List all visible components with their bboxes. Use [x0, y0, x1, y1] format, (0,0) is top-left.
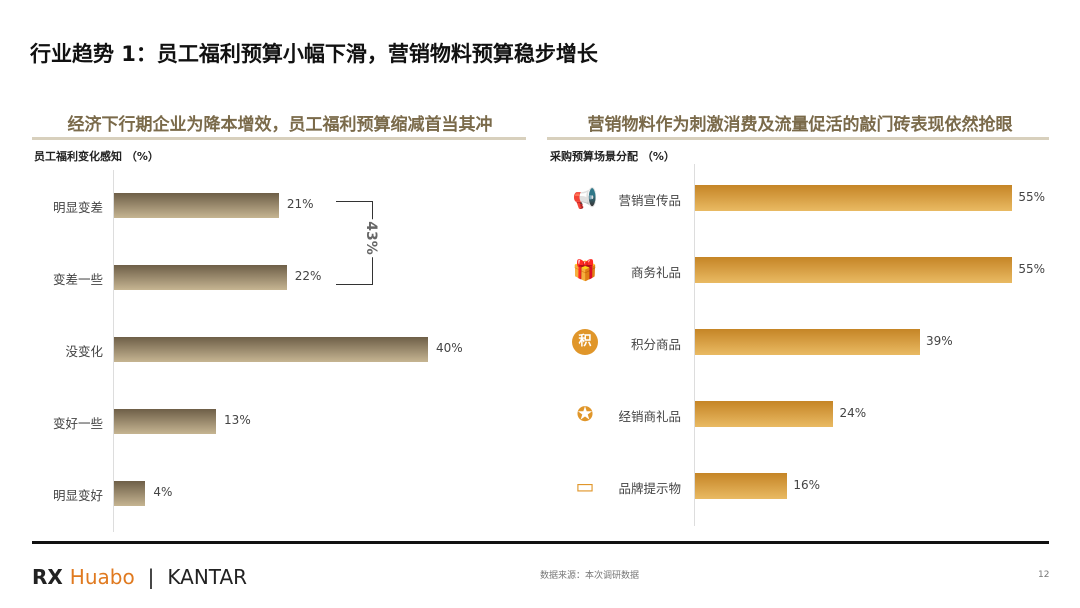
value-label: 39% [926, 334, 953, 348]
bar [114, 337, 428, 362]
category-label: 没变化 [65, 344, 103, 359]
value-label: 24% [839, 406, 867, 420]
logo-huabo: Huabo [69, 565, 135, 589]
value-label: 22% [294, 269, 322, 283]
category-label: 变差一些 [52, 272, 103, 287]
right-axis [694, 164, 695, 526]
category-label: 明显变好 [52, 488, 103, 503]
left-axis [113, 170, 114, 532]
megaphone-icon: 📢 [572, 186, 598, 210]
left-axis-title: 员工福利变化感知 （%） [34, 150, 159, 163]
value-label: 21% [286, 197, 314, 211]
gift-icon: 🎁 [572, 258, 598, 282]
left-subtitle: 经济下行期企业为降本增效，员工福利预算缩减首当其冲 [67, 115, 493, 135]
bar [114, 409, 217, 434]
bar [695, 401, 834, 427]
right-divider [547, 137, 1049, 140]
value-label: 55% [1018, 262, 1046, 276]
logo-separator: | [147, 565, 155, 589]
bar [114, 481, 146, 506]
right-subtitle: 营销物料作为刺激消费及流量促活的敲门砖表现依然抢眼 [587, 115, 1013, 135]
value-label: 4% [153, 485, 173, 499]
data-source: 数据来源：本次调研数据 [540, 571, 640, 581]
badge-icon: ✪ [576, 402, 594, 426]
category-label: 明显变差 [52, 200, 103, 215]
card-icon: ▭ [575, 474, 595, 498]
category-label: 营销宣传品 [618, 193, 681, 208]
value-label: 55% [1018, 190, 1046, 204]
bar [695, 329, 921, 355]
bar [114, 265, 287, 290]
logo: RX Huabo | KANTAR [32, 565, 247, 589]
points-icon: 积 [572, 329, 598, 355]
logo-rx: RX [32, 565, 63, 589]
category-label: 经销商礼品 [618, 409, 681, 424]
category-label: 品牌提示物 [618, 481, 681, 496]
page-number: 12 [1038, 570, 1050, 580]
bar [114, 193, 279, 218]
bracket-label: 43% [362, 219, 379, 257]
value-label: 16% [793, 478, 820, 492]
footer-line [32, 541, 1049, 544]
category-label: 变好一些 [52, 416, 103, 431]
value-label: 40% [436, 341, 463, 355]
left-divider [32, 137, 526, 140]
value-label: 13% [224, 413, 251, 427]
category-label: 积分商品 [630, 337, 681, 352]
bar [695, 473, 788, 499]
logo-kantar: KANTAR [167, 565, 248, 589]
category-label: 商务礼品 [630, 265, 681, 280]
right-axis-title: 采购预算场景分配 （%） [550, 150, 675, 163]
bar [695, 257, 1013, 283]
page-title: 行业趋势 1：员工福利预算小幅下滑，营销物料预算稳步增长 [30, 42, 598, 66]
bar [695, 185, 1013, 211]
